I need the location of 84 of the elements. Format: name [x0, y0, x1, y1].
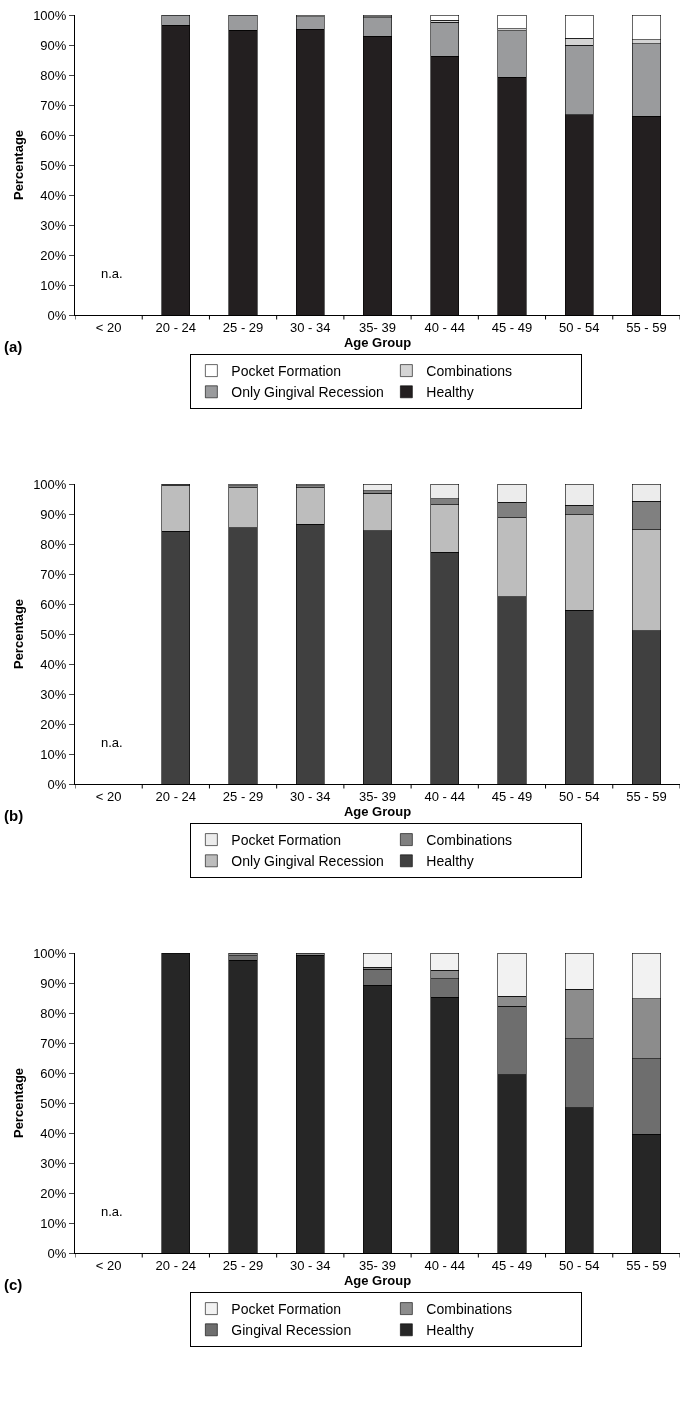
y-tick-label: 40% — [40, 656, 67, 672]
y-tick-label: 0% — [47, 307, 67, 323]
y-tick-label: 60% — [40, 1065, 67, 1081]
legend-label: Healthy — [426, 1322, 474, 1339]
y-tick-label: 90% — [40, 975, 67, 991]
y-tick-label: 80% — [40, 536, 67, 552]
x-tick-label: 45 - 49 — [491, 1257, 533, 1273]
y-tick-label: 10% — [40, 277, 67, 293]
y-tick-label: 30% — [40, 217, 67, 233]
y-tick-label: 50% — [40, 157, 67, 173]
y-tick-label: 0% — [47, 776, 67, 792]
y-tick-label: 40% — [40, 187, 67, 203]
x-tick-label: 50 - 54 — [558, 1257, 600, 1273]
legend-label: Pocket Formation — [231, 1301, 342, 1318]
x-axis-title: Age Group — [343, 335, 412, 351]
legend-label: Healthy — [426, 853, 474, 870]
legend-label: Pocket Formation — [231, 832, 342, 849]
x-tick-label: 55 - 59 — [626, 788, 667, 804]
y-tick-label: 20% — [40, 247, 67, 263]
y-tick-label: 40% — [40, 1125, 67, 1141]
x-tick-label: < 20 — [95, 788, 122, 804]
x-axis-title: Age Group — [343, 804, 412, 820]
x-tick-label: < 20 — [95, 1257, 122, 1273]
x-tick-label: 35- 39 — [359, 1257, 396, 1273]
x-tick-label: 30 - 34 — [290, 1257, 331, 1273]
y-tick-label: 50% — [40, 1095, 67, 1111]
x-tick-label: 55 - 59 — [626, 1257, 667, 1273]
annotation: n.a. — [101, 735, 123, 750]
y-tick-label: 20% — [40, 716, 67, 732]
y-tick-label: 90% — [40, 37, 67, 53]
x-tick-label: 50 - 54 — [558, 319, 600, 335]
x-tick-label: 55 - 59 — [626, 319, 667, 335]
y-tick-label: 70% — [40, 1035, 67, 1051]
legend-label: Combinations — [426, 1301, 512, 1318]
y-tick-label: 90% — [40, 506, 67, 522]
x-axis-title: Age Group — [343, 1273, 412, 1289]
x-tick-label: 35- 39 — [359, 788, 396, 804]
x-tick-label: 45 - 49 — [491, 319, 533, 335]
y-tick-label: 30% — [40, 1155, 67, 1171]
y-tick-label: 100% — [33, 945, 67, 961]
y-axis-title: Percentage — [11, 129, 27, 201]
y-tick-label: 60% — [40, 127, 67, 143]
y-tick-label: 100% — [33, 476, 67, 492]
text: (a) — [4, 338, 23, 355]
legend-label: Combinations — [426, 832, 512, 849]
x-tick-label: 40 - 44 — [424, 788, 465, 804]
y-tick-label: 80% — [40, 1005, 67, 1021]
x-tick-label: < 20 — [95, 319, 122, 335]
legend-label: Only Gingival Recession — [231, 384, 384, 401]
x-tick-label: 45 - 49 — [491, 788, 533, 804]
legend-label: Only Gingival Recession — [231, 853, 384, 870]
y-tick-label: 70% — [40, 97, 67, 113]
x-tick-label: 25 - 29 — [222, 319, 264, 335]
y-tick-label: 0% — [47, 1245, 67, 1261]
x-tick-label: 35- 39 — [359, 319, 396, 335]
y-tick-label: 70% — [40, 566, 67, 582]
x-tick-label: 20 - 24 — [155, 788, 197, 804]
text: (c) — [4, 1276, 23, 1293]
x-tick-label: 25 - 29 — [222, 1257, 264, 1273]
y-tick-label: 50% — [40, 626, 67, 642]
annotation: n.a. — [101, 266, 123, 281]
legend-label: Gingival Recession — [231, 1322, 352, 1339]
legend-label: Combinations — [426, 363, 512, 380]
x-tick-label: 20 - 24 — [155, 1257, 197, 1273]
x-tick-label: 25 - 29 — [222, 788, 264, 804]
y-tick-label: 80% — [40, 67, 67, 83]
y-tick-label: 10% — [40, 1215, 67, 1231]
y-tick-label: 10% — [40, 746, 67, 762]
legend-label: Healthy — [426, 384, 474, 401]
x-tick-label: 40 - 44 — [424, 319, 465, 335]
y-tick-label: 60% — [40, 596, 67, 612]
x-tick-label: 40 - 44 — [424, 1257, 465, 1273]
x-tick-label: 30 - 34 — [290, 788, 331, 804]
text: (b) — [4, 807, 24, 824]
x-tick-label: 30 - 34 — [290, 319, 331, 335]
y-tick-label: 20% — [40, 1185, 67, 1201]
x-tick-label: 50 - 54 — [558, 788, 600, 804]
y-axis-title: Percentage — [11, 598, 27, 670]
y-axis-title: Percentage — [11, 1067, 27, 1139]
y-tick-label: 30% — [40, 686, 67, 702]
x-tick-label: 20 - 24 — [155, 319, 197, 335]
y-tick-label: 100% — [33, 7, 67, 23]
annotation: n.a. — [101, 1204, 123, 1219]
legend-label: Pocket Formation — [231, 363, 342, 380]
